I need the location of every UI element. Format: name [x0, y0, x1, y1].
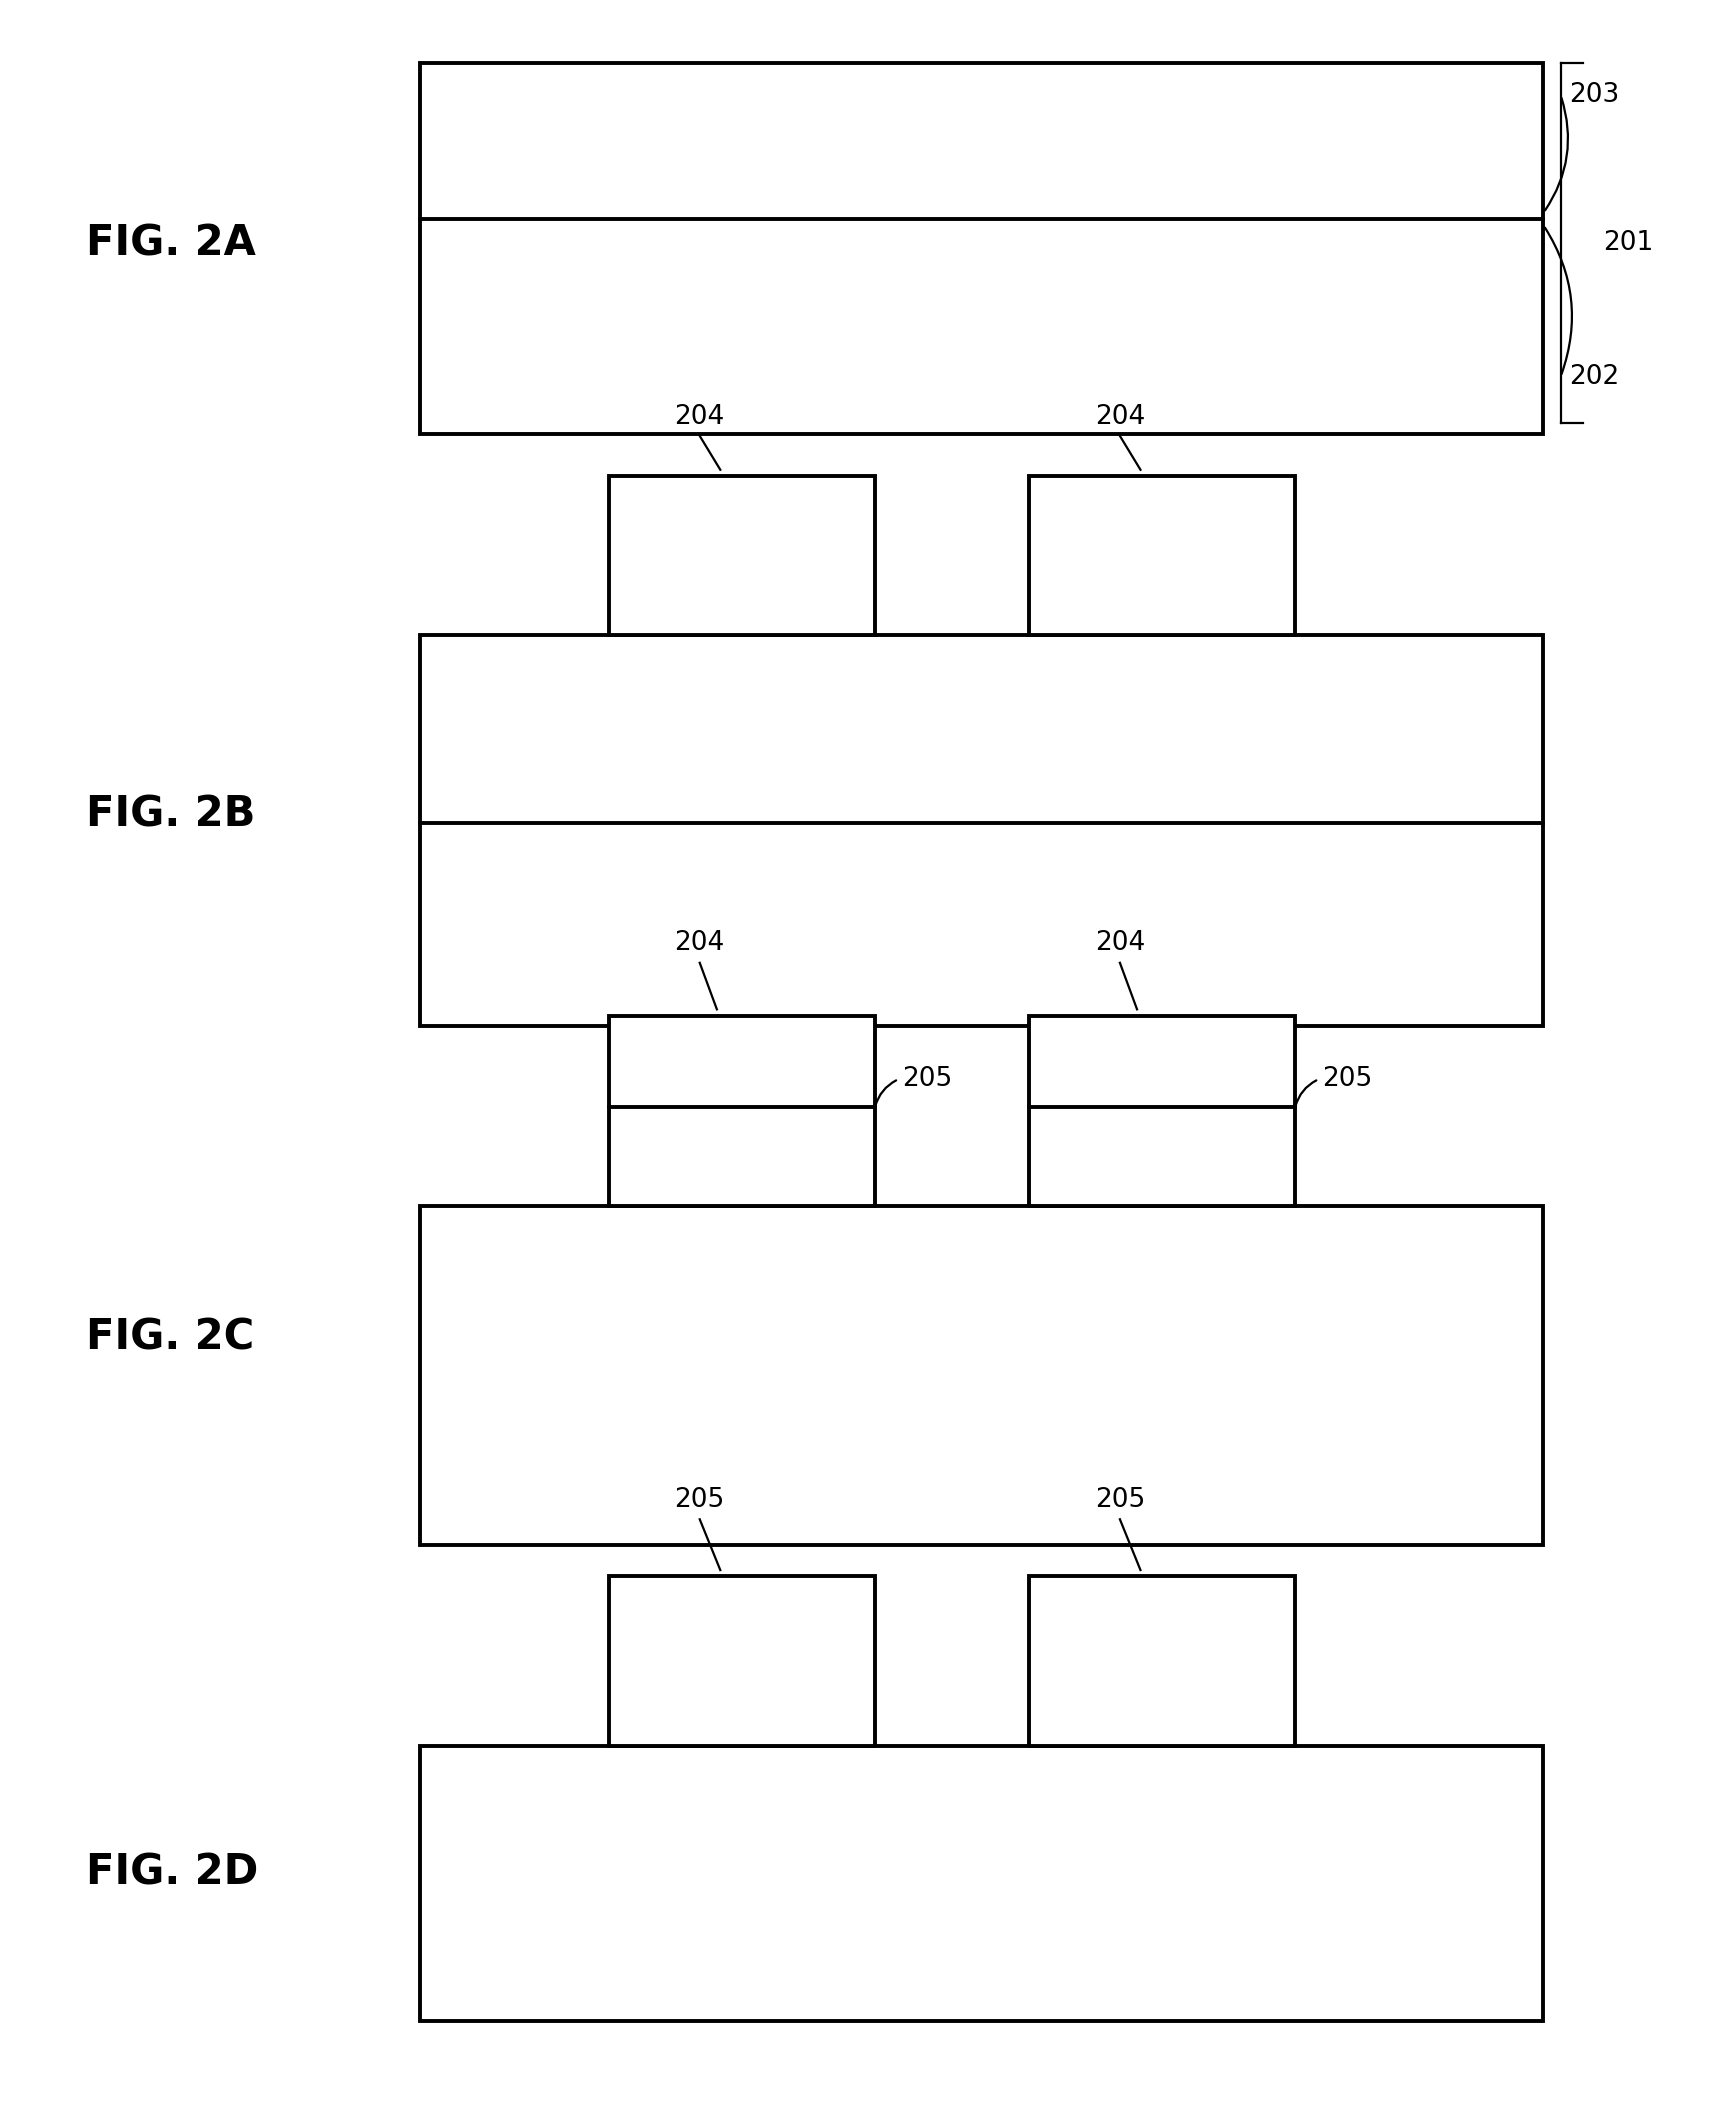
Text: FIG. 2C: FIG. 2C	[86, 1316, 254, 1358]
Text: 203: 203	[1568, 83, 1618, 108]
Text: 204: 204	[674, 404, 725, 430]
Bar	[608, 1576, 874, 1746]
Text: FIG. 2D: FIG. 2D	[86, 1852, 257, 1894]
Bar	[420, 1746, 1543, 2021]
Text: 205: 205	[1321, 1066, 1371, 1092]
Bar	[420, 63, 1543, 434]
Text: 204: 204	[1094, 404, 1145, 430]
Bar	[608, 476, 874, 635]
Text: 205: 205	[902, 1066, 951, 1092]
Text: FIG. 2A: FIG. 2A	[86, 222, 255, 264]
Text: 204: 204	[674, 931, 725, 956]
Bar	[608, 1016, 874, 1206]
Text: 202: 202	[1568, 364, 1618, 389]
Bar	[1028, 1016, 1294, 1206]
Bar	[1028, 476, 1294, 635]
Text: 205: 205	[674, 1488, 725, 1513]
Bar	[420, 635, 1543, 1026]
Text: 205: 205	[1094, 1488, 1145, 1513]
Bar	[420, 1206, 1543, 1545]
Text: 204: 204	[1094, 931, 1145, 956]
Text: 201: 201	[1603, 231, 1652, 256]
Bar	[1028, 1576, 1294, 1746]
Text: FIG. 2B: FIG. 2B	[86, 794, 255, 836]
